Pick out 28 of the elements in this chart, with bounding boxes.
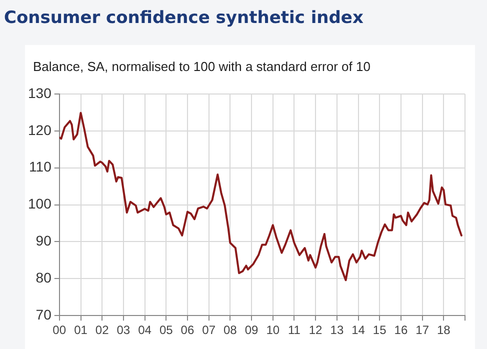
y-tick-label: 90	[36, 232, 52, 249]
x-tick-label: 04	[138, 323, 152, 338]
x-tick-label: 01	[74, 323, 88, 338]
y-tick-label: 110	[29, 158, 52, 175]
x-tick-label: 16	[394, 323, 408, 338]
y-tick-label: 120	[28, 122, 52, 138]
y-tick-label: 70	[36, 306, 52, 322]
x-tick-label: 03	[116, 323, 130, 338]
y-tick-label: 130	[28, 84, 52, 101]
x-tick-label: 08	[223, 323, 238, 338]
x-tick-label: 10	[266, 323, 280, 338]
x-tick-label: 00	[52, 323, 66, 338]
x-tick-label: 17	[416, 323, 430, 338]
x-tick-label: 07	[202, 323, 216, 338]
chart-subtitle: Balance, SA, normalised to 100 with a standard error of 10	[33, 59, 370, 74]
x-tick-label: 11	[288, 323, 301, 338]
x-tick-label: 09	[244, 323, 259, 338]
x-tick-label: 13	[330, 323, 344, 338]
x-tick-label: 18	[436, 323, 451, 338]
x-tick-label: 06	[180, 323, 194, 338]
x-tick-label: 12	[308, 323, 323, 338]
x-tick-label: 14	[352, 323, 366, 338]
y-tick-label: 100	[28, 196, 52, 212]
chart-title: Consumer confidence synthetic index	[4, 8, 364, 28]
y-tick-label: 80	[36, 270, 52, 286]
x-tick-label: 05	[159, 323, 174, 338]
x-tick-label: 02	[95, 323, 110, 338]
x-tick-label: 15	[372, 323, 387, 338]
